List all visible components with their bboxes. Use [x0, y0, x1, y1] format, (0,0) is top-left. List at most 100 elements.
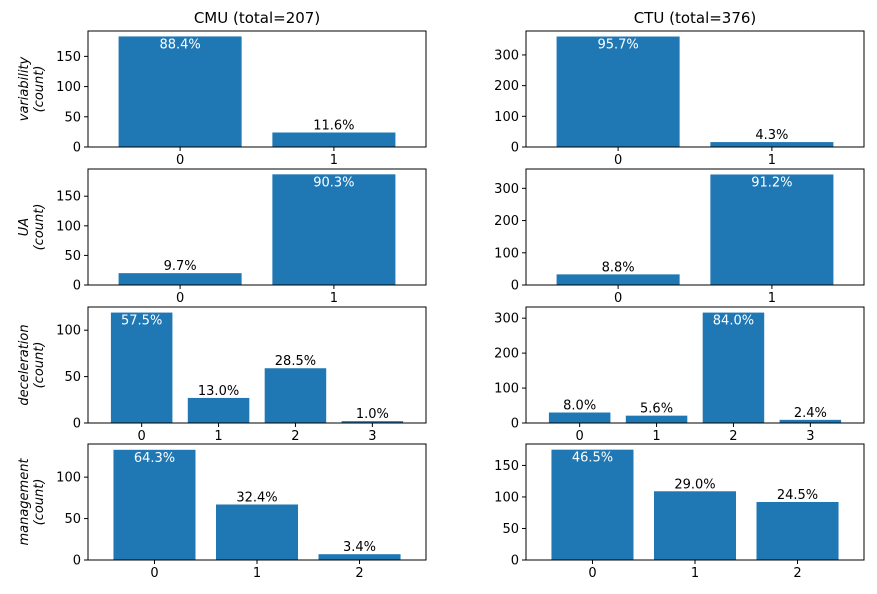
- y-tick-label: 0: [73, 141, 81, 156]
- x-tick-label: 1: [330, 291, 338, 306]
- x-tick-label: 0: [138, 429, 146, 444]
- y-tick-label: 0: [511, 554, 519, 569]
- x-tick-label: 1: [652, 429, 660, 444]
- y-tick-label: 200: [494, 79, 519, 94]
- y-tick-label: 0: [73, 554, 81, 569]
- bar-value-label: 8.0%: [563, 399, 596, 414]
- bar: [653, 491, 737, 560]
- y-tick-label: 50: [64, 370, 81, 385]
- x-tick-label: 1: [691, 566, 699, 581]
- y-axis-label-line: (count): [32, 342, 47, 389]
- subplot-title: CTU (total=376): [634, 9, 757, 27]
- bar-value-label: 88.4%: [159, 37, 200, 52]
- x-tick-label: 2: [291, 429, 299, 444]
- x-tick-label: 2: [793, 566, 801, 581]
- y-axis-label-line: (count): [32, 479, 47, 526]
- y-axis-label-line: (count): [32, 66, 47, 113]
- axes-frame: [87, 168, 427, 286]
- subplot-3: 8.8% 0 91.2% 1 0 100 200 300: [494, 168, 865, 306]
- bar: [118, 36, 242, 147]
- bar-value-label: 84.0%: [713, 314, 754, 329]
- bar-value-label: 90.3%: [313, 175, 354, 190]
- axes-frame: [525, 306, 865, 424]
- x-tick-label: 0: [588, 566, 596, 581]
- bar-value-label: 8.8%: [602, 260, 635, 275]
- y-tick-label: 50: [502, 522, 519, 537]
- bar: [118, 273, 242, 285]
- y-axis-label-line: management: [17, 458, 32, 546]
- y-tick-label: 0: [73, 417, 81, 432]
- y-axis-label: variability(count): [17, 56, 47, 121]
- x-tick-label: 0: [150, 566, 158, 581]
- x-tick-label: 0: [576, 429, 584, 444]
- bar: [556, 36, 680, 147]
- bar-value-label: 24.5%: [777, 488, 818, 503]
- bar-value-label: 1.0%: [356, 407, 389, 422]
- y-tick-label: 100: [56, 219, 81, 234]
- bar: [779, 419, 842, 423]
- bar: [272, 132, 396, 147]
- bar-value-label: 32.4%: [236, 490, 277, 505]
- bar: [625, 415, 688, 423]
- bar-value-label: 3.4%: [343, 540, 376, 555]
- x-tick-label: 1: [768, 291, 776, 306]
- y-tick-label: 200: [494, 214, 519, 229]
- y-tick-label: 50: [64, 110, 81, 125]
- bar: [548, 412, 611, 423]
- bar: [551, 449, 634, 560]
- bar-value-label: 9.7%: [164, 259, 197, 274]
- bar: [341, 421, 404, 423]
- bar: [113, 449, 196, 560]
- y-tick-label: 100: [494, 490, 519, 505]
- x-tick-label: 0: [176, 291, 184, 306]
- bar-value-label: 57.5%: [121, 314, 162, 329]
- subplot-6: 64.3% 0 32.4% 1 3.4% 2 0 50 100 management(count): [17, 443, 427, 581]
- x-tick-label: 1: [768, 153, 776, 168]
- subplot-1: 95.7% 0 4.3% 1 0 100 200 300 CTU (total=376): [494, 9, 865, 168]
- bar-value-label: 2.4%: [794, 406, 827, 421]
- y-tick-label: 0: [511, 279, 519, 294]
- y-axis-label: deceleration(count): [17, 324, 47, 405]
- y-tick-label: 0: [511, 417, 519, 432]
- x-tick-label: 0: [614, 153, 622, 168]
- y-tick-label: 300: [494, 312, 519, 327]
- bar: [264, 368, 327, 423]
- y-axis-label-line: variability: [17, 56, 32, 121]
- y-tick-label: 50: [64, 512, 81, 527]
- y-tick-label: 50: [64, 249, 81, 264]
- subplot-4: 57.5% 0 13.0% 1 28.5% 2 1.0% 3 0 50 100 deceleratio…: [17, 306, 427, 444]
- bar-value-label: 13.0%: [198, 384, 239, 399]
- bar: [710, 142, 834, 147]
- bar: [215, 504, 299, 560]
- bar: [110, 312, 173, 423]
- axes-frame: [525, 443, 865, 561]
- y-axis-label: management(count): [17, 458, 47, 546]
- x-tick-label: 1: [214, 429, 222, 444]
- y-tick-label: 300: [494, 182, 519, 197]
- bar-value-label: 5.6%: [640, 402, 673, 417]
- y-axis-label-line: UA: [17, 218, 32, 236]
- x-tick-label: 0: [176, 153, 184, 168]
- y-axis-label-line: deceleration: [17, 324, 32, 405]
- y-tick-label: 100: [56, 471, 81, 486]
- y-axis-label: UA(count): [17, 204, 47, 251]
- y-tick-label: 100: [494, 382, 519, 397]
- bar: [187, 397, 250, 423]
- subplot-title: CMU (total=207): [194, 9, 320, 27]
- axes-frame: [87, 306, 427, 424]
- bar: [272, 174, 396, 285]
- bar: [556, 274, 680, 285]
- x-tick-label: 2: [355, 566, 363, 581]
- bar-value-label: 29.0%: [674, 477, 715, 492]
- subplot-5: 8.0% 0 5.6% 1 84.0% 2 2.4% 3 0 100 200 300: [494, 306, 865, 444]
- x-tick-label: 3: [806, 429, 814, 444]
- subplot-7: 46.5% 0 29.0% 1 24.5% 2 0 50 100 150: [494, 443, 865, 581]
- x-tick-label: 2: [729, 429, 737, 444]
- y-tick-label: 100: [56, 324, 81, 339]
- x-tick-label: 1: [253, 566, 261, 581]
- bar-value-label: 64.3%: [134, 451, 175, 466]
- bar-value-label: 4.3%: [755, 128, 788, 143]
- y-tick-label: 100: [56, 80, 81, 95]
- subplot-0: 88.4% 0 11.6% 1 0 50 100 150 CMU (total=207) vari…: [17, 9, 427, 168]
